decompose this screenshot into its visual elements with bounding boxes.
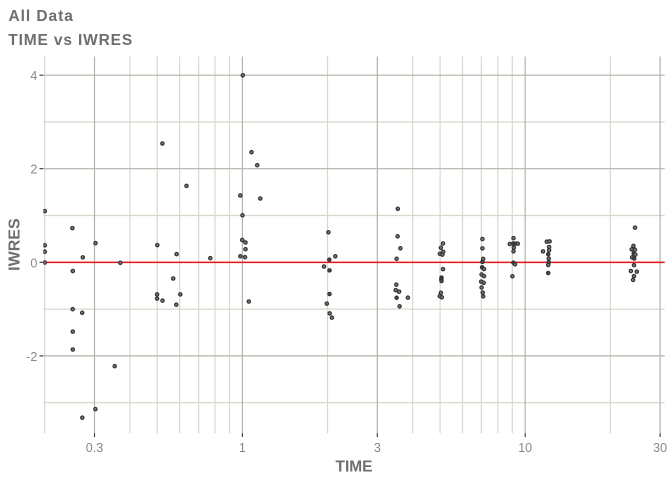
svg-text:0.3: 0.3 (86, 441, 103, 455)
svg-text:IWRES: IWRES (7, 218, 24, 271)
svg-text:-2: -2 (26, 350, 37, 364)
svg-text:TIME vs IWRES: TIME vs IWRES (8, 32, 133, 49)
svg-text:30: 30 (653, 441, 667, 455)
svg-text:3: 3 (374, 441, 381, 455)
svg-text:4: 4 (30, 69, 37, 83)
svg-text:0: 0 (30, 256, 37, 270)
svg-text:All Data: All Data (9, 8, 74, 25)
svg-text:1: 1 (239, 441, 246, 455)
svg-text:2: 2 (30, 163, 37, 177)
svg-text:TIME: TIME (335, 458, 372, 475)
svg-text:10: 10 (518, 441, 532, 455)
